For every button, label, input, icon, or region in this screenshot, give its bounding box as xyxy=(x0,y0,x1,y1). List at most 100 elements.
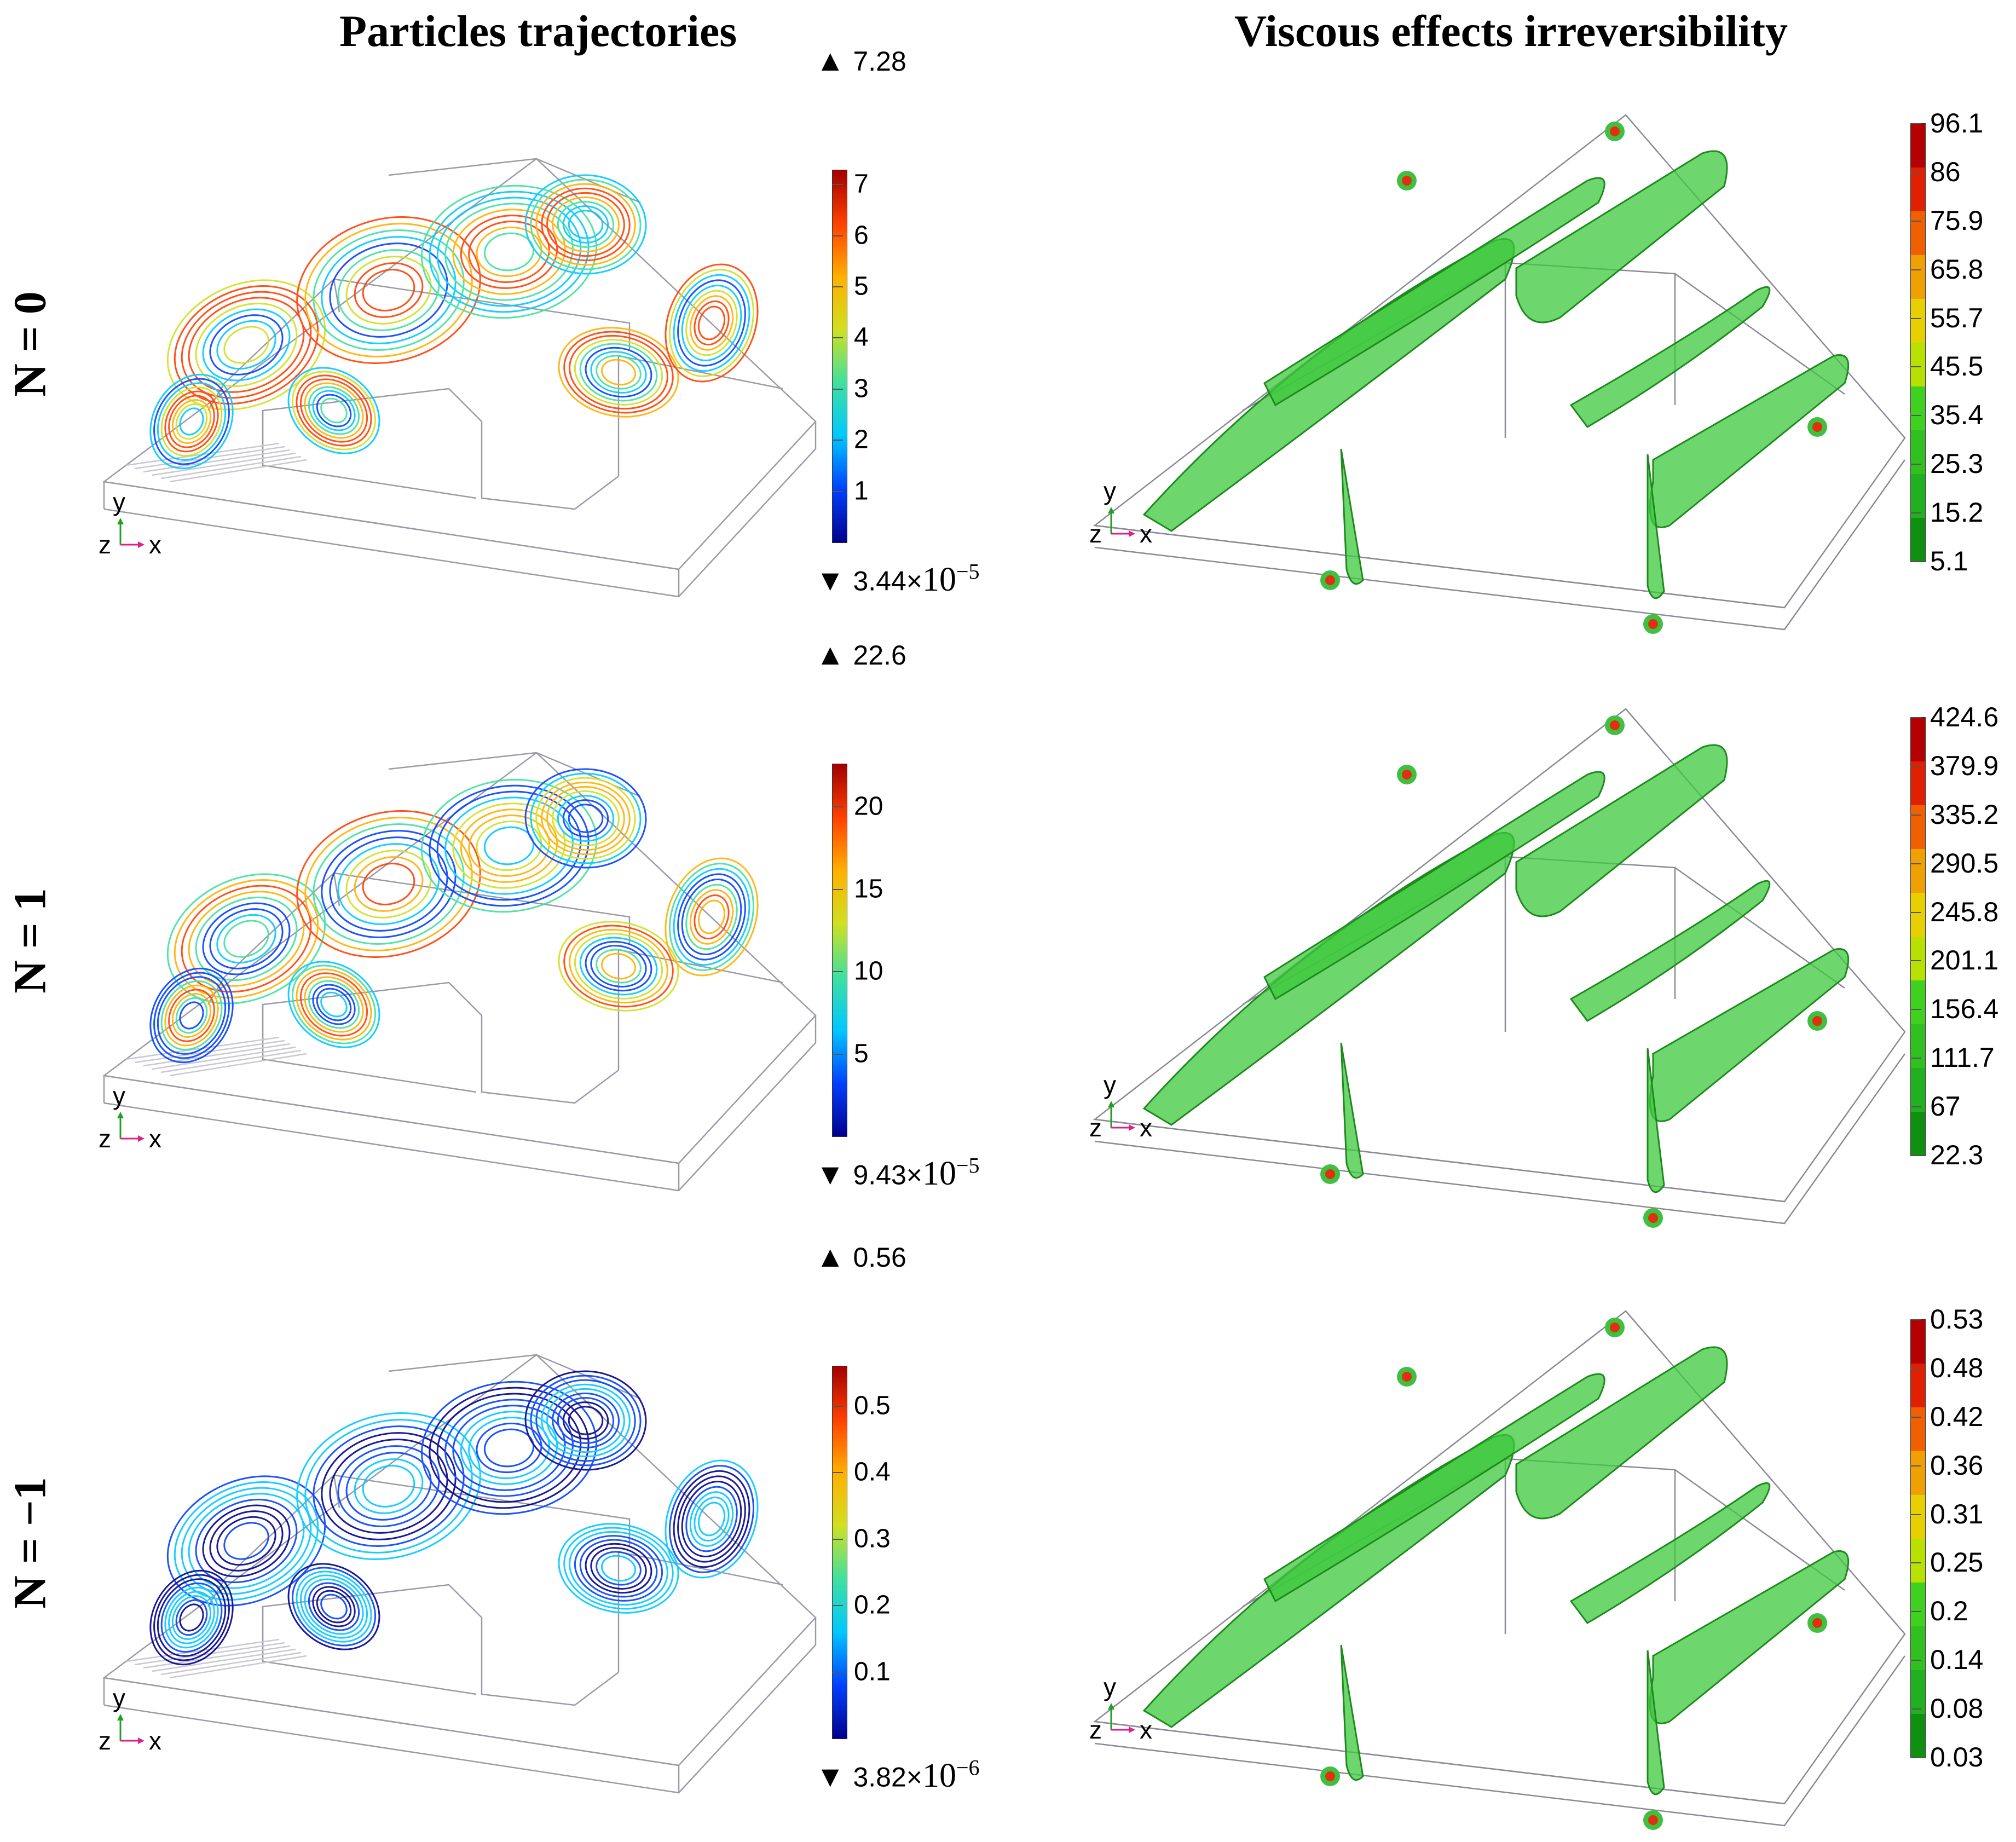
colorbar-tick xyxy=(1910,269,1921,270)
colorbar-tick xyxy=(1910,220,1921,222)
colorbar-tick-label: 424.6 xyxy=(1930,702,1999,732)
colorbar-tick xyxy=(1910,171,1921,173)
colorbar-tick xyxy=(832,1671,843,1673)
min-triangle-icon: ▼ xyxy=(816,1158,853,1191)
colorbar-tick-label: 5.1 xyxy=(1930,546,1968,576)
max-triangle-icon: ▲ xyxy=(816,1240,853,1273)
colorbar-tick-label: 2 xyxy=(854,425,869,454)
particles-min-2: ▼ 3.82×10−6 xyxy=(816,1754,980,1795)
colorbar-tick xyxy=(1910,1465,1921,1466)
colorbar-tick xyxy=(1910,717,1921,718)
colorbar-tick xyxy=(1910,960,1921,962)
viscous-colorbar-2: 0.53 0.48 0.42 0.36 0.31 0.25 0.2 0.14 0.08 0.03 xyxy=(1910,1304,2014,1772)
hotspots xyxy=(1320,715,1827,1228)
colorbar-gradient xyxy=(1910,717,1926,1156)
geometry-wireframe xyxy=(1093,114,1906,631)
colorbar-tick xyxy=(832,1053,843,1055)
colorbar-tick-label: 0.36 xyxy=(1930,1450,1984,1481)
axis-label-z: z xyxy=(99,1124,111,1153)
colorbar-tick xyxy=(1910,863,1921,864)
particles-plot-1 xyxy=(102,752,817,1192)
colorbar-tick-label: 0.31 xyxy=(1930,1498,1984,1529)
colorbar-tick-label: 10 xyxy=(854,956,883,986)
colorbar-tick xyxy=(832,337,843,339)
axis-arrows xyxy=(117,518,145,548)
row-label-n1: N = 1 xyxy=(4,888,56,994)
colorbar-tick xyxy=(1910,1757,1921,1758)
particles-min-mantissa: 3.82× xyxy=(853,1762,922,1793)
particles-min-1: ▼ 9.43×10−5 xyxy=(816,1152,980,1193)
min-triangle-icon: ▼ xyxy=(816,564,853,597)
geometry-wireframe xyxy=(1093,1310,1906,1827)
colorbar-tick-label: 0.1 xyxy=(854,1657,891,1687)
colorbar-tick-label: 0.2 xyxy=(854,1590,891,1620)
viscous-colorbar-1: 424.6 379.9 335.2 290.5 245.8 201.1 156.4 111.7… xyxy=(1910,702,2014,1170)
colorbar-tick-label: 0.42 xyxy=(1930,1401,1984,1432)
particles-plot-0 xyxy=(102,158,817,598)
axis-arrows xyxy=(1108,1101,1135,1131)
colorbar-tick xyxy=(832,388,843,390)
particles-min-exponent: 10−5 xyxy=(922,1153,980,1192)
viscous-panel-0 xyxy=(1078,99,1932,646)
particles-panel-0 xyxy=(82,115,827,630)
viscous-plot-1 xyxy=(1093,708,1906,1228)
particles-max-value: 22.6 xyxy=(853,640,906,671)
colorbar-tick-label: 245.8 xyxy=(1930,896,1999,927)
viscous-plot-2 xyxy=(1093,1310,1906,1830)
max-triangle-icon: ▲ xyxy=(816,638,853,671)
colorbar-tick-label: 0.53 xyxy=(1930,1304,1984,1335)
colorbar-tick-label: 0.14 xyxy=(1930,1644,1984,1676)
colorbar-tick-label: 86 xyxy=(1930,156,1961,187)
particles-panel-2 xyxy=(82,1311,827,1826)
axis-label-y: y xyxy=(113,1082,125,1110)
colorbar-tick-label: 379.9 xyxy=(1930,750,1999,781)
title-particles: Particles trajectories xyxy=(339,6,737,56)
colorbar-tick-label: 55.7 xyxy=(1930,302,1984,333)
colorbar-tick-label: 0.25 xyxy=(1930,1547,1984,1578)
colorbar-tick xyxy=(1910,1058,1921,1059)
colorbar-tick xyxy=(832,1472,843,1474)
colorbar-tick-label: 75.9 xyxy=(1930,205,1984,236)
colorbar-tick-label: 335.2 xyxy=(1930,799,1999,830)
colorbar-tick xyxy=(832,806,843,808)
particles-min-base: 10 xyxy=(922,561,956,598)
colorbar-tick xyxy=(1910,765,1921,767)
colorbar-tick xyxy=(832,888,843,890)
colorbar-tick xyxy=(1910,814,1921,816)
colorbar-tick xyxy=(832,971,843,973)
colorbar-tick xyxy=(1910,1611,1921,1613)
particles-max-value: 7.28 xyxy=(853,46,906,77)
colorbar-tick-label: 22.3 xyxy=(1930,1140,1984,1170)
colorbar-tick xyxy=(832,286,843,287)
trajectory-lines xyxy=(149,768,759,1064)
particles-colorbar-0: 7 6 5 4 3 2 1 xyxy=(832,170,941,543)
colorbar-tick xyxy=(1910,1319,1921,1320)
colorbar-tick-label: 20 xyxy=(854,792,883,821)
isosurfaces xyxy=(1142,744,1850,1193)
axis-label-z: z xyxy=(1089,1113,1102,1142)
max-triangle-icon: ▲ xyxy=(816,44,853,77)
colorbar-tick xyxy=(1910,366,1921,368)
colorbar-tick xyxy=(1910,512,1921,514)
axis-arrows xyxy=(1108,1703,1135,1733)
axis-label-y: y xyxy=(1104,477,1116,505)
particles-min-exponent: 10−6 xyxy=(922,1755,980,1794)
colorbar-tick xyxy=(1910,1106,1921,1108)
colorbar-tick xyxy=(832,440,843,441)
particles-min-power: −5 xyxy=(956,1153,980,1177)
particles-min-exponent: 10−5 xyxy=(922,559,980,598)
colorbar-tick xyxy=(1910,415,1921,417)
particles-min-mantissa: 3.44× xyxy=(853,565,922,597)
colorbar-gradient xyxy=(1910,123,1926,562)
colorbar-tick-label: 65.8 xyxy=(1930,253,1984,285)
axis-label-x: x xyxy=(1140,519,1152,548)
colorbar-tick-label: 35.4 xyxy=(1930,400,1984,431)
axis-label-x: x xyxy=(149,1726,161,1755)
particles-colorbar-1: 20 15 10 5 xyxy=(832,764,941,1137)
